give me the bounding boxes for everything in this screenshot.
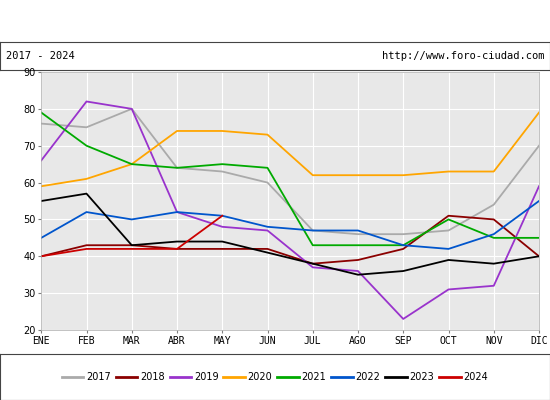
Text: 2017 - 2024: 2017 - 2024 (6, 51, 74, 61)
Text: http://www.foro-ciudad.com: http://www.foro-ciudad.com (382, 51, 544, 61)
Text: Evolucion del paro registrado en Alhama de Aragón: Evolucion del paro registrado en Alhama … (60, 13, 490, 29)
Legend: 2017, 2018, 2019, 2020, 2021, 2022, 2023, 2024: 2017, 2018, 2019, 2020, 2021, 2022, 2023… (60, 370, 490, 384)
